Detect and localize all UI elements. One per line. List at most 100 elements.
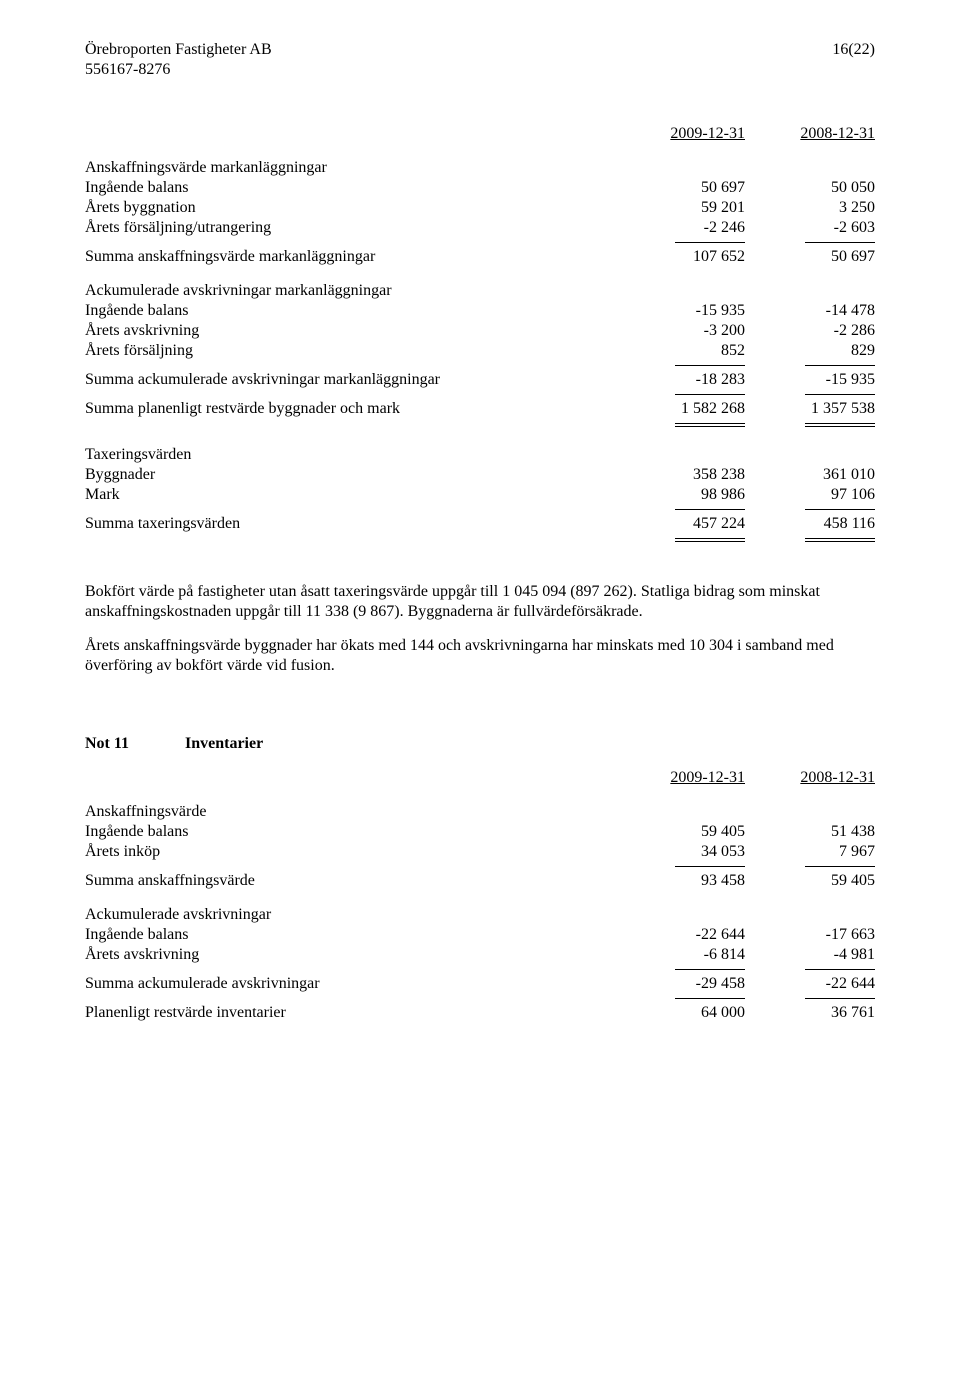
row-value: -6 814 — [635, 945, 755, 965]
row-value: 64 000 — [635, 1003, 755, 1023]
table-row: Årets inköp 34 053 7 967 — [85, 842, 875, 862]
note-number: Not 11 — [85, 734, 185, 754]
row-value: -2 286 — [755, 321, 875, 341]
body-paragraph: Bokfört värde på fastigheter utan åsatt … — [85, 582, 875, 622]
row-label: Årets avskrivning — [85, 321, 635, 341]
row-value: 361 010 — [755, 465, 875, 485]
row-value: 97 106 — [755, 485, 875, 505]
row-value: 3 250 — [755, 198, 875, 218]
rule — [85, 361, 875, 370]
double-rule — [85, 534, 875, 546]
page-header: Örebroporten Fastigheter AB 16(22) — [85, 40, 875, 60]
row-label: Summa anskaffningsvärde — [85, 871, 635, 891]
section-title: Anskaffningsvärde markanläggningar — [85, 158, 875, 178]
section-title: Taxeringsvärden — [85, 445, 875, 465]
row-value: 7 967 — [755, 842, 875, 862]
row-value: 98 986 — [635, 485, 755, 505]
org-number: 556167-8276 — [85, 60, 875, 80]
row-label: Årets försäljning/utrangering — [85, 218, 635, 238]
row-label: Summa ackumulerade avskrivningar markanl… — [85, 370, 635, 390]
row-value: 36 761 — [755, 1003, 875, 1023]
sum-row: Summa taxeringsvärden 457 224 458 116 — [85, 514, 875, 534]
row-value: 51 438 — [755, 822, 875, 842]
date-columns: 2009-12-31 2008-12-31 — [85, 124, 875, 144]
section-title: Ackumulerade avskrivningar markanläggnin… — [85, 281, 875, 301]
table-row: Årets avskrivning -6 814 -4 981 — [85, 945, 875, 965]
row-value: -18 283 — [635, 370, 755, 390]
grand-total-row: Summa planenligt restvärde byggnader och… — [85, 399, 875, 419]
table-row: Ingående balans 50 697 50 050 — [85, 178, 875, 198]
row-value: 59 405 — [635, 822, 755, 842]
rule — [85, 994, 875, 1003]
rule — [85, 390, 875, 399]
row-label: Summa taxeringsvärden — [85, 514, 635, 534]
row-label: Summa ackumulerade avskrivningar — [85, 974, 635, 994]
row-value: -29 458 — [635, 974, 755, 994]
col-date-2: 2008-12-31 — [755, 768, 875, 788]
row-value: 1 357 538 — [755, 399, 875, 419]
row-label: Mark — [85, 485, 635, 505]
row-value: 1 582 268 — [635, 399, 755, 419]
row-label: Ingående balans — [85, 925, 635, 945]
row-value: -17 663 — [755, 925, 875, 945]
sum-row: Summa anskaffningsvärde 93 458 59 405 — [85, 871, 875, 891]
rule — [85, 505, 875, 514]
row-value: -3 200 — [635, 321, 755, 341]
body-paragraph: Årets anskaffningsvärde byggnader har ök… — [85, 636, 875, 676]
section-title: Anskaffningsvärde — [85, 802, 875, 822]
row-value: 59 405 — [755, 871, 875, 891]
table-row: Ingående balans -15 935 -14 478 — [85, 301, 875, 321]
row-value: 107 652 — [635, 247, 755, 267]
row-value: 50 697 — [635, 178, 755, 198]
table-row: Årets avskrivning -3 200 -2 286 — [85, 321, 875, 341]
row-value: -14 478 — [755, 301, 875, 321]
row-value: 458 116 — [755, 514, 875, 534]
row-value: 50 697 — [755, 247, 875, 267]
col-date-1: 2009-12-31 — [635, 124, 755, 144]
row-value: 34 053 — [635, 842, 755, 862]
table-row: Årets försäljning 852 829 — [85, 341, 875, 361]
sum-row: Summa anskaffningsvärde markanläggningar… — [85, 247, 875, 267]
col-date-1: 2009-12-31 — [635, 768, 755, 788]
rule — [85, 238, 875, 247]
col-date-2: 2008-12-31 — [755, 124, 875, 144]
row-value: -15 935 — [755, 370, 875, 390]
sum-row: Summa ackumulerade avskrivningar -29 458… — [85, 974, 875, 994]
row-label: Årets avskrivning — [85, 945, 635, 965]
row-label: Planenligt restvärde inventarier — [85, 1003, 635, 1023]
row-value: -15 935 — [635, 301, 755, 321]
section-title: Ackumulerade avskrivningar — [85, 905, 875, 925]
row-value: 829 — [755, 341, 875, 361]
row-value: -22 644 — [635, 925, 755, 945]
page-number: 16(22) — [832, 40, 875, 60]
row-label: Ingående balans — [85, 822, 635, 842]
date-columns: 2009-12-31 2008-12-31 — [85, 768, 875, 788]
table-row: Byggnader 358 238 361 010 — [85, 465, 875, 485]
row-label: Summa planenligt restvärde byggnader och… — [85, 399, 635, 419]
table-row: Årets byggnation 59 201 3 250 — [85, 198, 875, 218]
table-row: Årets försäljning/utrangering -2 246 -2 … — [85, 218, 875, 238]
row-value: -22 644 — [755, 974, 875, 994]
row-label: Byggnader — [85, 465, 635, 485]
page: Örebroporten Fastigheter AB 16(22) 55616… — [0, 0, 960, 1376]
company-name: Örebroporten Fastigheter AB — [85, 40, 272, 60]
table-row: Ingående balans -22 644 -17 663 — [85, 925, 875, 945]
row-label: Årets försäljning — [85, 341, 635, 361]
row-label: Ingående balans — [85, 178, 635, 198]
row-value: 50 050 — [755, 178, 875, 198]
row-value: -2 246 — [635, 218, 755, 238]
rule — [85, 965, 875, 974]
grand-total-row: Planenligt restvärde inventarier 64 000 … — [85, 1003, 875, 1023]
note-name: Inventarier — [185, 734, 263, 754]
row-label: Ingående balans — [85, 301, 635, 321]
row-value: 93 458 — [635, 871, 755, 891]
row-value: 457 224 — [635, 514, 755, 534]
note-heading: Not 11 Inventarier — [85, 734, 875, 754]
row-label: Årets byggnation — [85, 198, 635, 218]
sum-row: Summa ackumulerade avskrivningar markanl… — [85, 370, 875, 390]
double-rule — [85, 419, 875, 431]
row-value: -2 603 — [755, 218, 875, 238]
row-value: -4 981 — [755, 945, 875, 965]
row-value: 852 — [635, 341, 755, 361]
row-value: 59 201 — [635, 198, 755, 218]
